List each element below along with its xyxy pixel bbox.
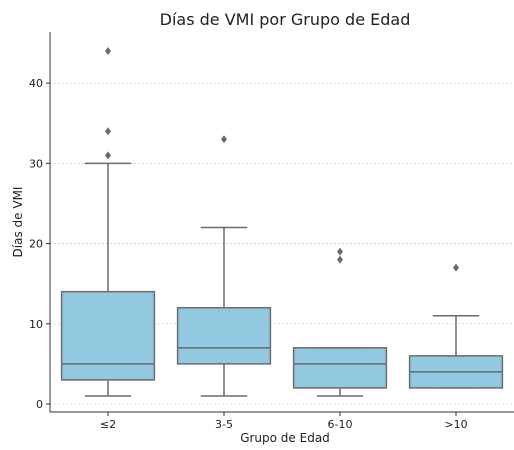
chart-title: Días de VMI por Grupo de Edad xyxy=(160,10,411,29)
outlier-point xyxy=(453,263,459,272)
outlier-point xyxy=(337,255,343,264)
outlier-point xyxy=(105,151,111,160)
outlier-point xyxy=(105,127,111,136)
boxes xyxy=(60,47,504,397)
y-tick-label: 20 xyxy=(29,238,43,251)
tick-labels: 0 10 20 30 40 ≤2 3-5 6-10 >10 xyxy=(29,77,468,431)
axes xyxy=(46,32,514,416)
iqr-box xyxy=(60,290,156,381)
outlier-point xyxy=(221,135,227,144)
y-tick-label: 40 xyxy=(29,77,43,90)
y-tick-label: 30 xyxy=(29,157,43,170)
x-tick-label: ≤2 xyxy=(100,418,116,431)
y-axis-label: Días de VMI xyxy=(11,187,25,258)
outlier-point xyxy=(105,47,111,56)
y-tick-label: 0 xyxy=(36,398,43,411)
x-tick-label: 3-5 xyxy=(215,418,233,431)
iqr-box xyxy=(292,347,388,389)
x-tick-label: 6-10 xyxy=(328,418,353,431)
x-axis-label: Grupo de Edad xyxy=(240,431,330,445)
outlier-point xyxy=(337,247,343,256)
x-tick-label: >10 xyxy=(444,418,467,431)
iqr-box xyxy=(176,306,272,365)
y-tick-label: 10 xyxy=(29,318,43,331)
